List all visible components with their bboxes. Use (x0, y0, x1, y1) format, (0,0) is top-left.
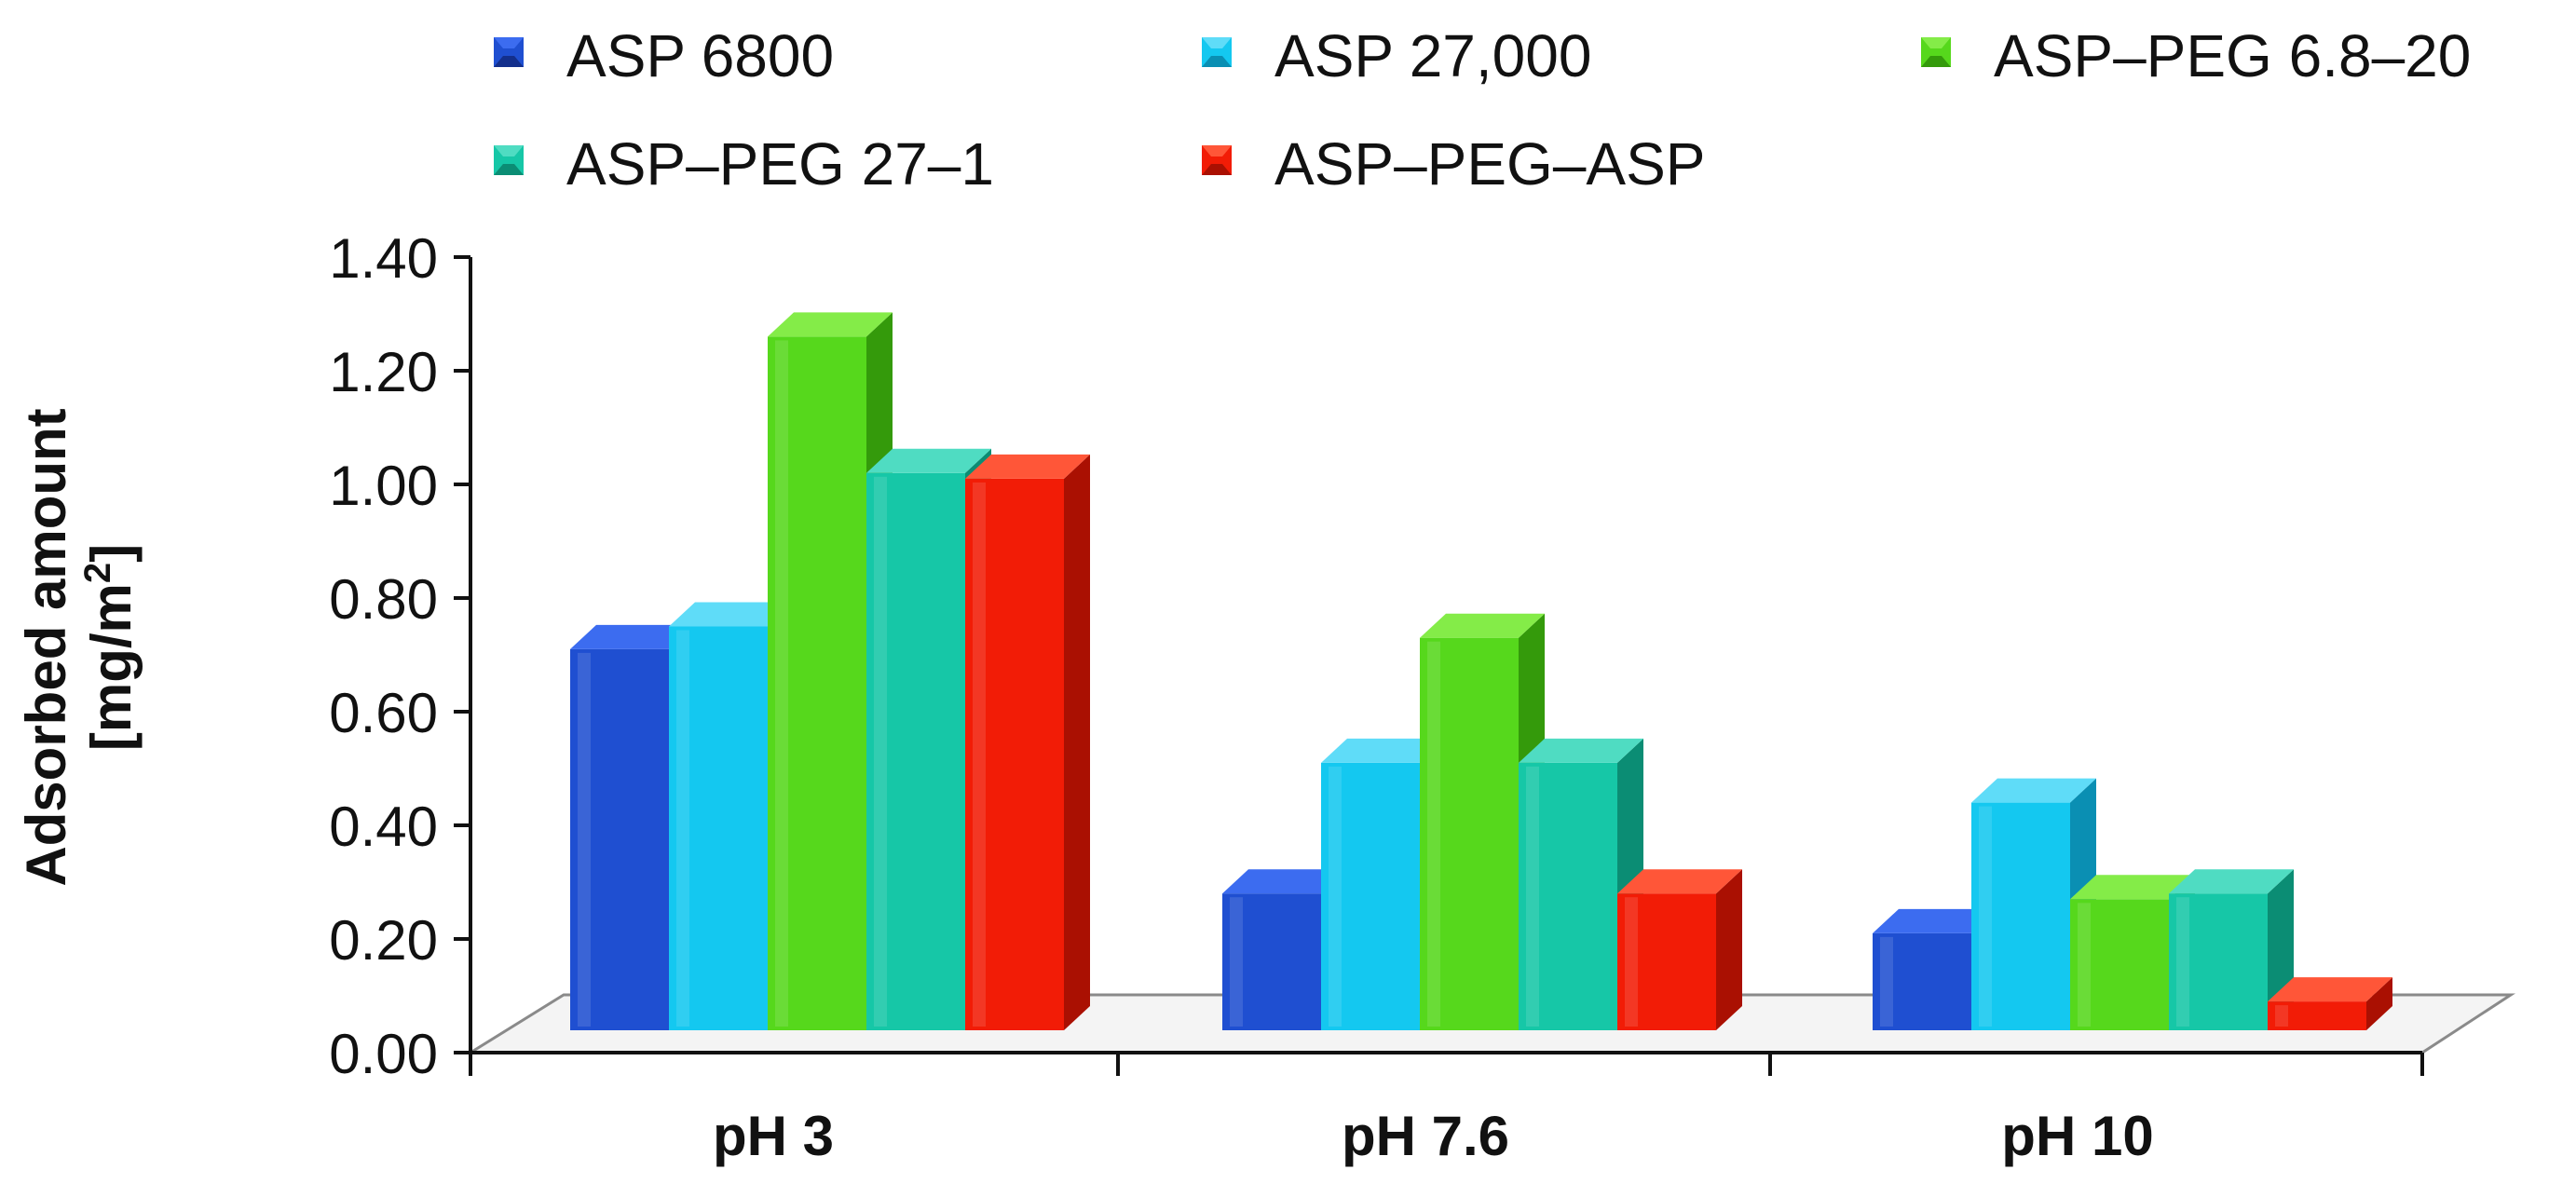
axes: 0.00 0.20 0.40 0.60 0.80 1.00 1.20 1.40 (329, 227, 2424, 1085)
legend-item: ASP 27,000 (1202, 22, 1591, 89)
x-axis-labels: pH 3 pH 7.6 pH 10 (713, 1105, 2154, 1167)
legend-label: ASP–PEG–ASP (1274, 130, 1705, 197)
x-tick-label: pH 3 (713, 1105, 834, 1167)
legend-swatch (1202, 145, 1232, 175)
y-tick-label: 0.20 (329, 909, 438, 972)
bar (1617, 869, 1742, 1030)
bar (965, 454, 1090, 1030)
bar (2268, 977, 2392, 1030)
legend-label: ASP–PEG 6.8–20 (1994, 22, 2471, 89)
x-tick-label: pH 10 (2001, 1105, 2153, 1167)
legend-item: ASP 6800 (494, 22, 834, 89)
y-tick-label: 0.80 (329, 568, 438, 631)
legend-item: ASP–PEG 27–1 (494, 130, 994, 197)
y-tick-label: 1.00 (329, 455, 438, 517)
legend-swatch (494, 145, 524, 175)
legend-swatch (1202, 37, 1232, 67)
legend-swatch (1921, 37, 1951, 67)
y-tick-label: 1.20 (329, 341, 438, 403)
bars (570, 312, 2392, 1030)
y-tick-label: 0.00 (329, 1023, 438, 1085)
legend-item: ASP–PEG–ASP (1202, 130, 1705, 197)
y-axis-label: Adsorbed amount [mg/m2] (15, 408, 143, 886)
legend-label: ASP–PEG 27–1 (566, 130, 994, 197)
bar (1321, 738, 1446, 1030)
y-axis-unit: [mg/m2] (77, 544, 143, 751)
x-tick-label: pH 7.6 (1342, 1105, 1509, 1167)
y-tick-label: 1.40 (329, 227, 438, 290)
legend-label: ASP 27,000 (1274, 22, 1591, 89)
legend: ASP 6800 ASP 27,000 ASP–PEG 6.8–20 ASP–PEG … (494, 22, 2471, 197)
y-tick-label: 0.60 (329, 682, 438, 744)
y-tick-label: 0.40 (329, 796, 438, 858)
legend-item: ASP–PEG 6.8–20 (1921, 22, 2471, 89)
y-axis-title: Adsorbed amount (15, 408, 77, 886)
legend-label: ASP 6800 (566, 22, 834, 89)
legend-swatch (494, 37, 524, 67)
